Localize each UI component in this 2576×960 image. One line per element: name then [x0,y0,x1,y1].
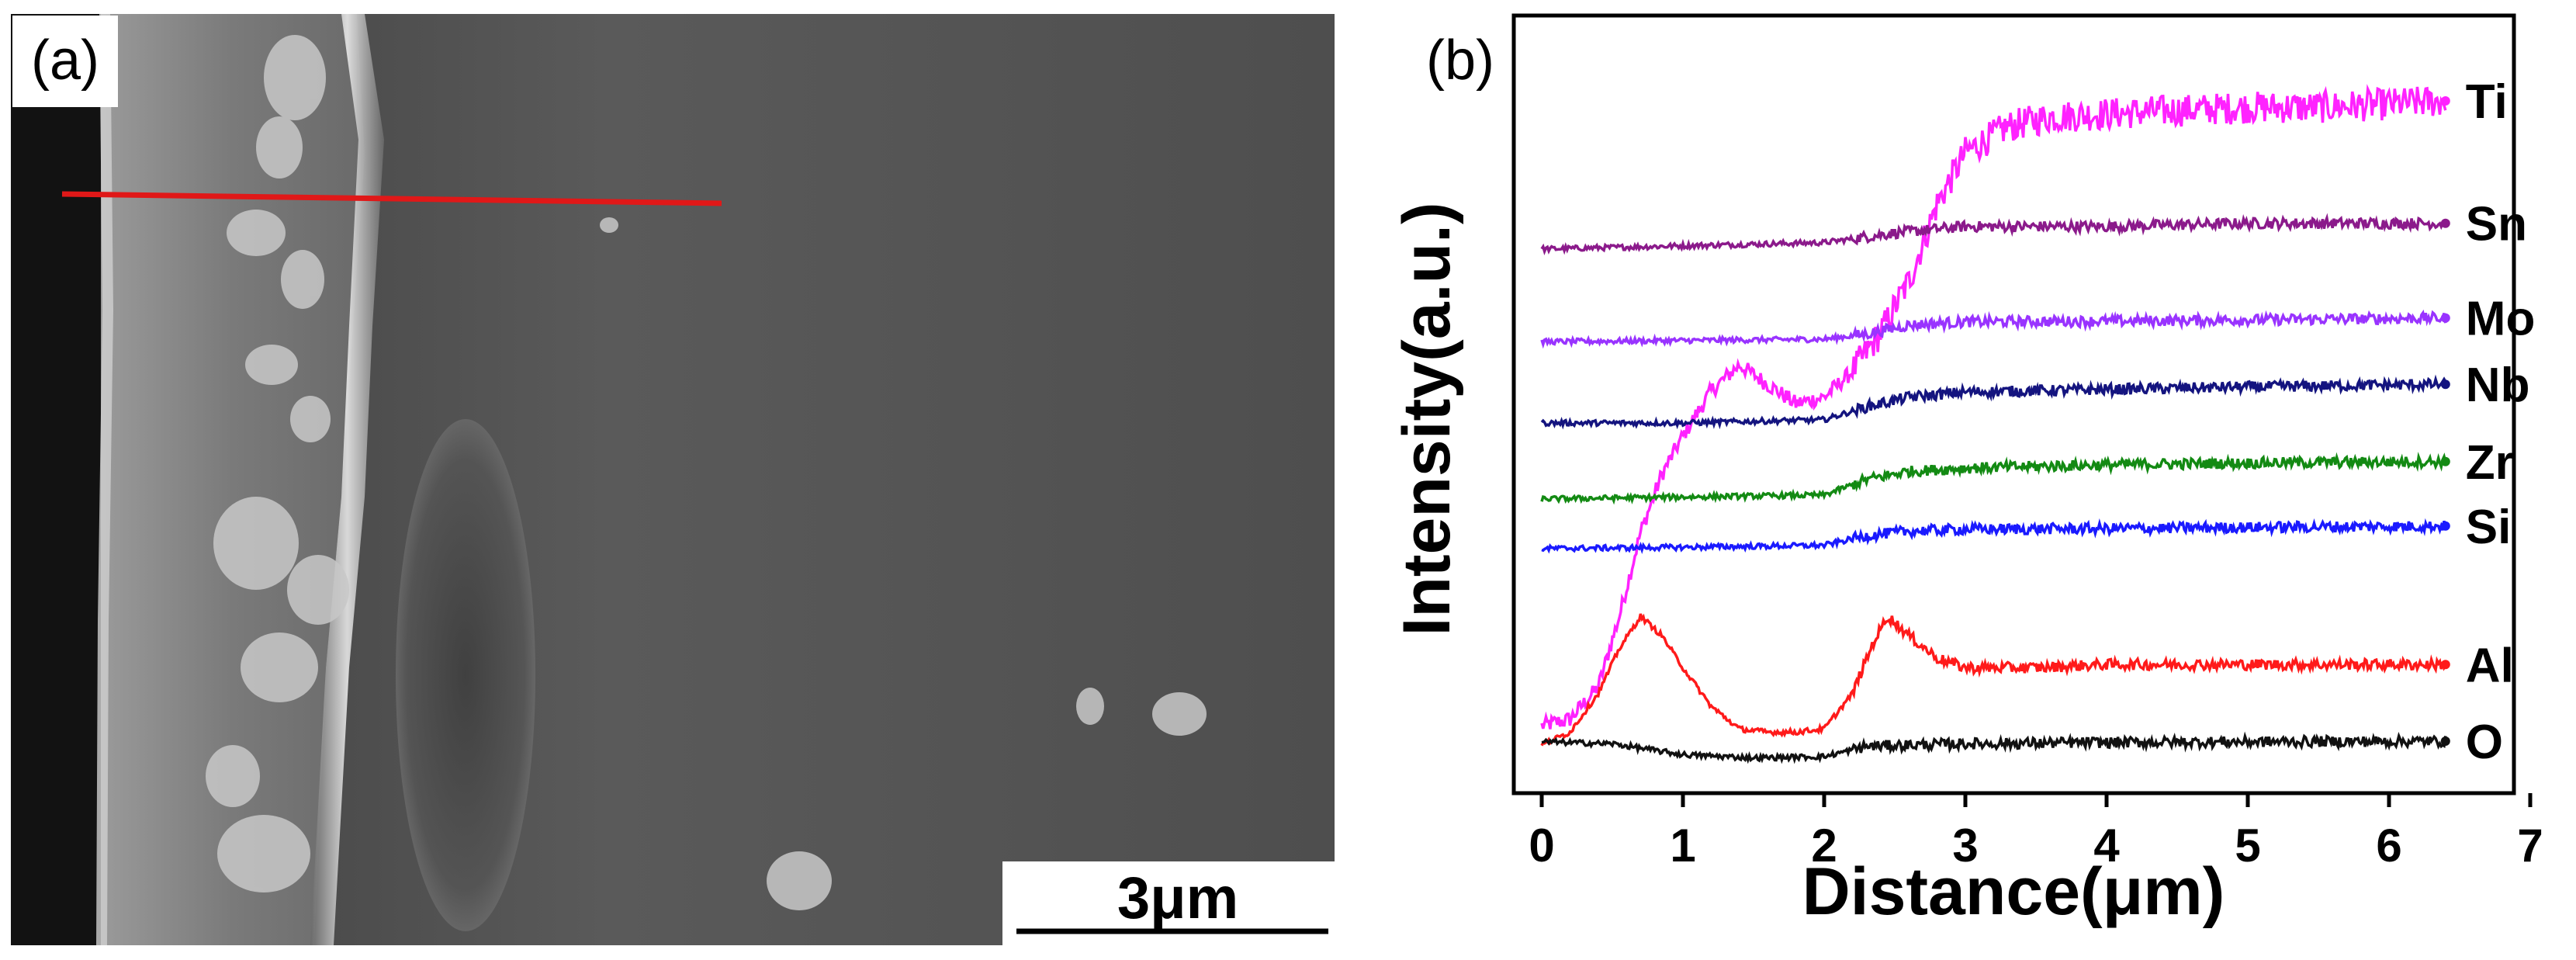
sem-interface-edge [310,14,384,945]
x-axis-ticks: 0 1 2 3 4 5 6 7 [1529,793,2543,872]
series-end-marker-ti [2440,96,2450,106]
series-label-al: Al [2466,639,2514,692]
series-label-ti: Ti [2466,75,2508,129]
x-tick-label-7: 7 [2517,820,2543,872]
series-line-nb [1540,374,2447,430]
series-line-mo [1540,309,2447,349]
panel-a: (a) 3μm [11,14,1335,945]
series-end-marker-nb [2440,379,2450,390]
panel-a-label: (a) [31,29,99,92]
series-line-ti [1540,84,2447,730]
series-lines [1540,84,2450,764]
x-tick-label-1: 1 [1670,820,1695,872]
series-label-si: Si [2466,501,2512,554]
series-label-zr: Zr [2466,436,2514,490]
x-tick-label-6: 6 [2376,820,2401,872]
sem-particles [206,35,1207,910]
panel-b: (b) Intensity(a.u.) 0 1 2 3 4 5 6 7 Ti Sn Mo Nb Zr S… [1390,13,2543,929]
series-label-mo: Mo [2466,293,2536,346]
x-axis-label: Distance(μm) [1802,854,2225,929]
panel-a-label-box [12,16,118,107]
series-end-marker-mo [2440,313,2450,323]
plot-frame [1511,13,2516,795]
series-line-o [1541,731,2447,764]
scale-bar-label: 3μm [1117,865,1238,931]
series-line-al [1540,613,2447,747]
series-end-marker-al [2440,660,2450,670]
x-tick-label-5: 5 [2235,820,2260,872]
series-end-marker-si [2440,521,2450,531]
sem-epoxy-region [11,14,104,945]
series-end-marker-sn [2440,218,2450,228]
sem-outer-edge [96,14,113,945]
series-end-marker-o [2440,736,2450,747]
sem-pit [396,419,535,931]
line-scan-marker [61,191,722,206]
x-tick-label-4: 4 [2093,820,2120,872]
panel-b-label: (b) [1426,29,1494,92]
x-tick-label-2: 2 [1811,820,1837,872]
series-labels: Ti Sn Mo Nb Zr Si Al O [2466,75,2536,769]
series-label-sn: Sn [2466,198,2527,251]
series-line-si [1541,518,2447,554]
series-end-marker-zr [2440,456,2450,466]
x-tick-label-0: 0 [1529,820,1554,872]
x-tick-label-3: 3 [1952,820,1978,872]
series-line-zr [1540,452,2447,505]
sem-coating-layer [101,14,365,945]
series-label-nb: Nb [2466,359,2530,412]
y-axis-label: Intensity(a.u.) [1390,202,1464,636]
series-line-sn [1540,213,2447,256]
series-label-o: O [2466,716,2503,769]
